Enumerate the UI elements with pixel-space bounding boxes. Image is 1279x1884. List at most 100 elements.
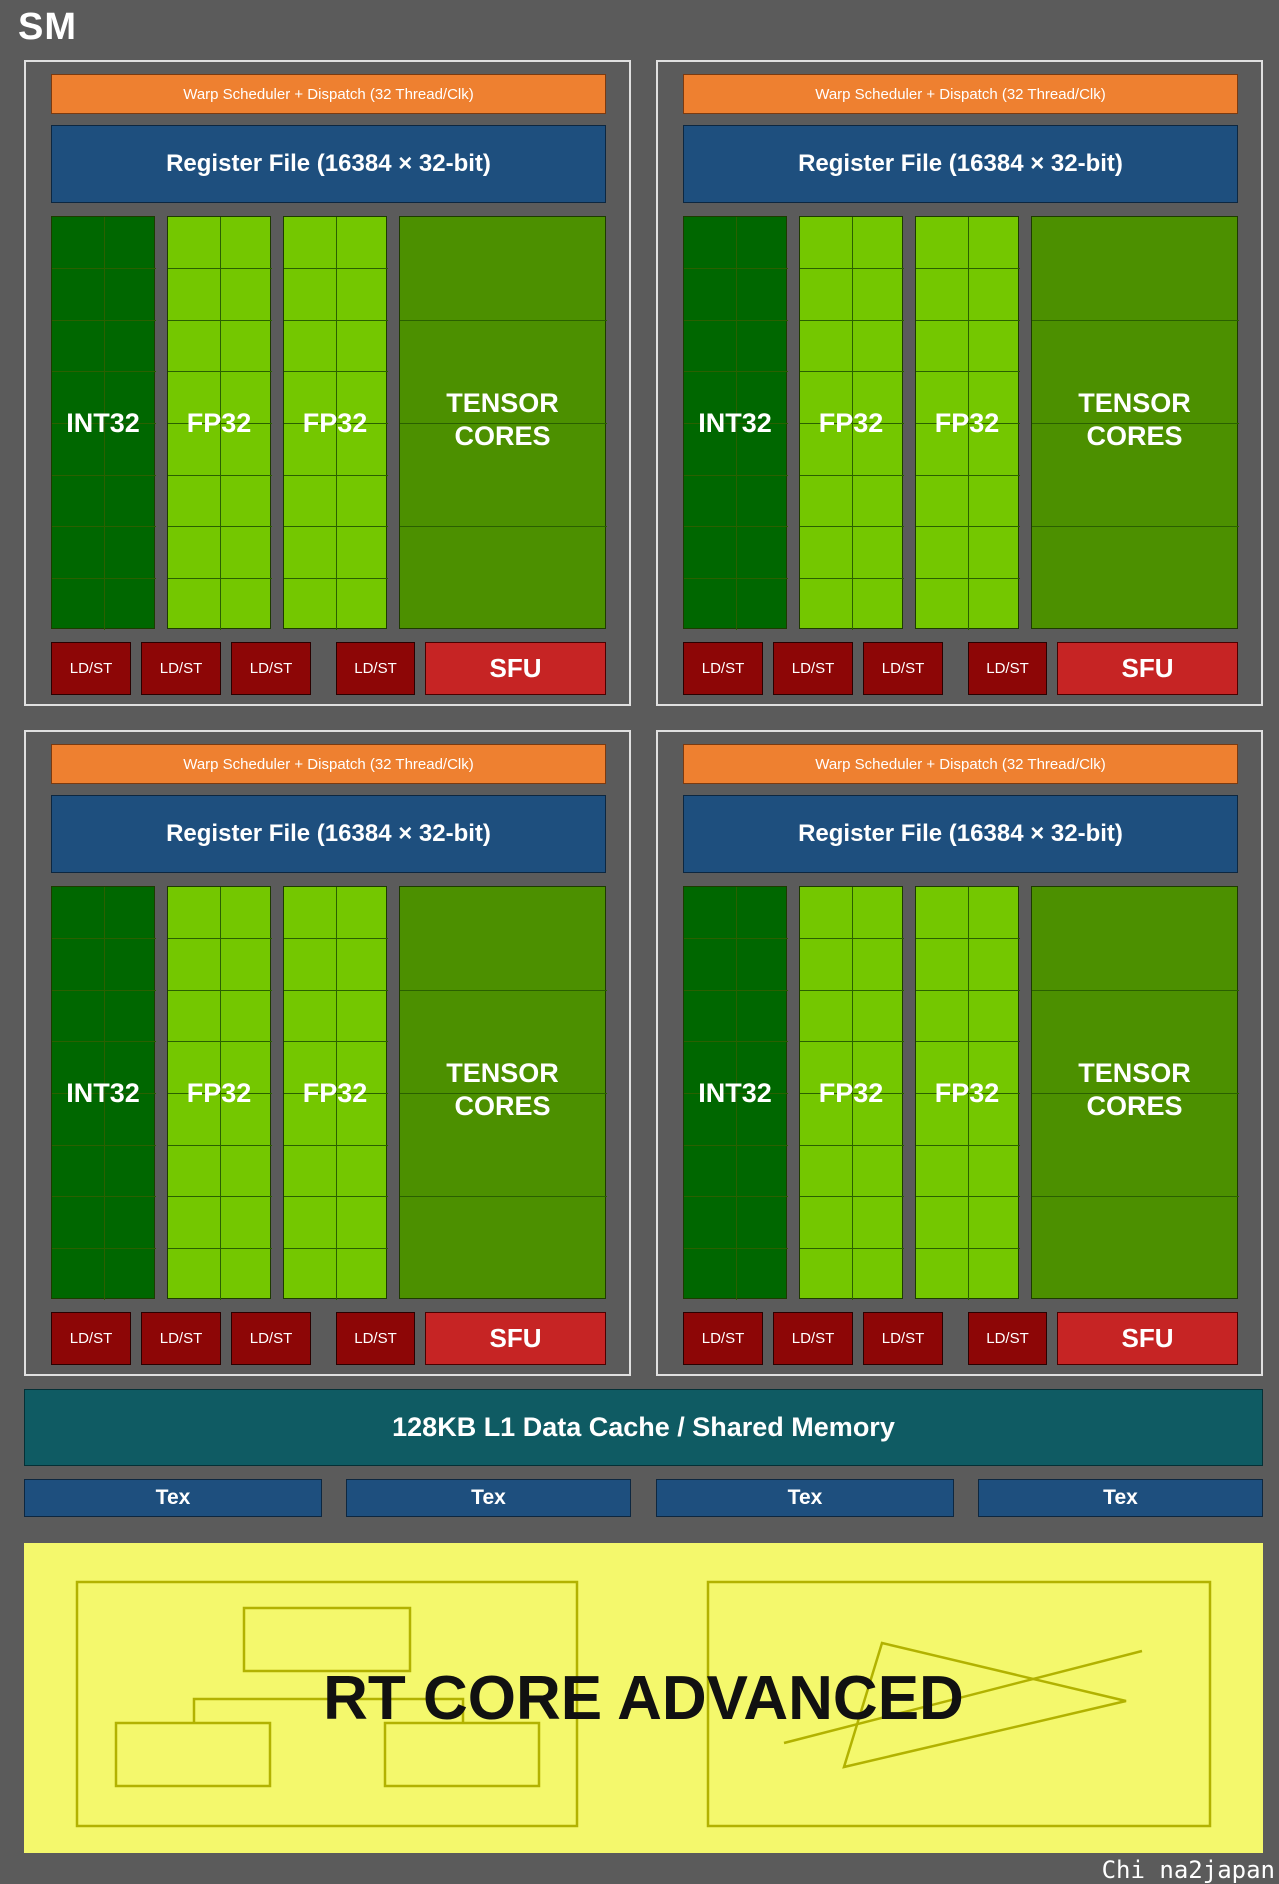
grid-line (684, 1093, 788, 1094)
grid-line (916, 526, 1020, 528)
grid-line (284, 1093, 388, 1094)
ldst-unit: LD/ST (683, 642, 763, 695)
tensor-label: TENSOR (1078, 388, 1191, 418)
ldst-unit: LD/ST (231, 642, 311, 695)
grid-line (52, 268, 156, 270)
sfu-unit: SFU (425, 1312, 606, 1365)
grid-line (800, 938, 904, 940)
watermark: Chi na2japan (1101, 1856, 1275, 1884)
grid-line (916, 938, 1020, 940)
int32-unit: INT32 (51, 216, 156, 630)
int32-unit: INT32 (683, 886, 788, 1300)
grid-line (284, 423, 388, 424)
tensor-cores: TENSOR CORES (399, 216, 607, 629)
tensor-label: TENSOR (446, 388, 559, 418)
grid-line (800, 371, 904, 373)
sfu-unit: SFU (1057, 642, 1238, 695)
tensor-label: CORES (1086, 1091, 1183, 1121)
ldst-unit: LD/ST (968, 1312, 1047, 1365)
grid-line (284, 938, 388, 940)
grid-line (1032, 1093, 1239, 1094)
tensor-label: CORES (454, 1091, 551, 1121)
grid-line (168, 989, 272, 991)
sm-subpartition: Warp Scheduler + Dispatch (32 Thread/Clk… (656, 60, 1263, 706)
grid-line (800, 474, 904, 476)
ldst-unit: LD/ST (51, 1312, 131, 1365)
grid-line (400, 989, 607, 991)
ldst-unit: LD/ST (773, 1312, 853, 1365)
fp32-label: FP32 (818, 408, 884, 438)
grid-line (684, 319, 788, 321)
bvh-connector (192, 1697, 465, 1723)
grid-line (916, 1247, 1020, 1249)
grid-line (168, 577, 272, 579)
grid-line (52, 319, 156, 321)
ldst-unit: LD/ST (683, 1312, 763, 1365)
rt-core: RT CORE ADVANCED (24, 1543, 1263, 1853)
grid-line (684, 938, 788, 940)
grid-line (800, 989, 904, 991)
tensor-cores: TENSOR CORES (1031, 216, 1239, 629)
grid-line (916, 1196, 1020, 1198)
ldst-unit: LD/ST (863, 1312, 943, 1365)
warp-scheduler: Warp Scheduler + Dispatch (32 Thread/Clk… (683, 744, 1238, 784)
grid-line (168, 474, 272, 476)
l1-data-cache: 128KB L1 Data Cache / Shared Memory (24, 1389, 1263, 1466)
grid-line (52, 1093, 156, 1094)
int32-label: INT32 (66, 408, 140, 438)
fp32-unit: FP32 (915, 886, 1020, 1300)
warp-scheduler: Warp Scheduler + Dispatch (32 Thread/Clk… (683, 74, 1238, 114)
grid-line (284, 1247, 388, 1249)
grid-line (284, 1196, 388, 1198)
grid-line (916, 371, 1020, 373)
register-file: Register File (16384 × 32-bit) (683, 795, 1238, 873)
grid-line (168, 938, 272, 940)
grid-line (400, 319, 607, 321)
grid-line (684, 989, 788, 991)
grid-line (284, 474, 388, 476)
grid-line (52, 1196, 156, 1198)
grid-line (52, 1041, 156, 1043)
fp32-unit: FP32 (799, 886, 904, 1300)
grid-line (168, 1247, 272, 1249)
grid-line (52, 371, 156, 373)
sm-subpartition: Warp Scheduler + Dispatch (32 Thread/Clk… (24, 730, 631, 1376)
int32-unit: INT32 (51, 886, 156, 1300)
grid-line (800, 423, 904, 424)
grid-line (916, 989, 1020, 991)
fp32-label: FP32 (934, 1078, 1000, 1108)
grid-line (1032, 989, 1239, 991)
fp32-label: FP32 (186, 1078, 252, 1108)
grid-line (684, 1196, 788, 1198)
grid-line (800, 1093, 904, 1094)
ldst-unit: LD/ST (336, 1312, 415, 1365)
grid-line (284, 268, 388, 270)
triangle-icon (842, 1641, 1127, 1769)
grid-line (284, 989, 388, 991)
grid-line (168, 1196, 272, 1198)
grid-line (684, 526, 788, 528)
rt-core-label: RT CORE ADVANCED (323, 1664, 964, 1733)
grid-line (168, 526, 272, 528)
grid-line (800, 1144, 904, 1146)
grid-line (1032, 423, 1239, 424)
sfu-unit: SFU (1057, 1312, 1238, 1365)
ldst-unit: LD/ST (773, 642, 853, 695)
grid-line (916, 474, 1020, 476)
grid-line (1032, 1196, 1239, 1198)
grid-line (684, 1041, 788, 1043)
sm-title: SM (18, 6, 77, 48)
ldst-unit: LD/ST (141, 1312, 221, 1365)
grid-line (400, 1196, 607, 1198)
int32-label: INT32 (66, 1078, 140, 1108)
grid-line (684, 1144, 788, 1146)
register-file: Register File (16384 × 32-bit) (683, 125, 1238, 203)
grid-line (52, 526, 156, 528)
tensor-cores: TENSOR CORES (399, 886, 607, 1299)
fp32-unit: FP32 (167, 216, 272, 630)
grid-line (800, 1196, 904, 1198)
fp32-unit: FP32 (283, 216, 388, 630)
fp32-label: FP32 (818, 1078, 884, 1108)
grid-line (400, 1093, 607, 1094)
grid-line (916, 423, 1020, 424)
